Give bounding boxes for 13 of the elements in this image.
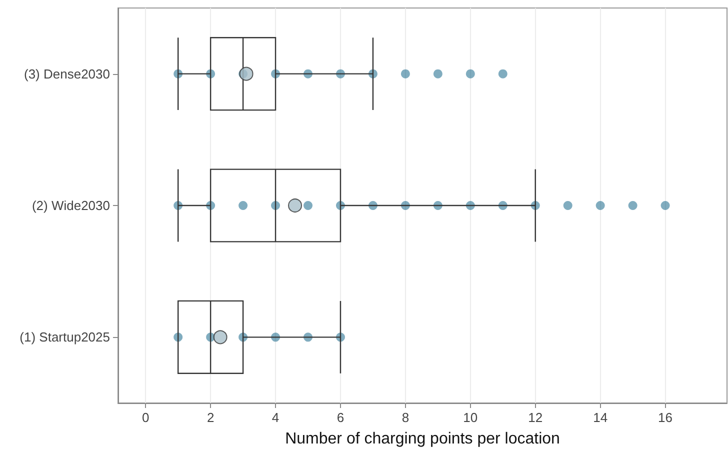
x-tick-label: 12: [528, 410, 543, 425]
x-tick-label: 4: [272, 410, 280, 425]
x-axis-title: Number of charging points per location: [285, 430, 560, 448]
x-tick-label: 2: [206, 410, 214, 425]
y-tick-label: (1) Startup2025: [20, 330, 110, 345]
y-tick-label: (3) Dense2030: [24, 66, 110, 82]
x-tick-label: 10: [463, 410, 478, 425]
x-tick-label: 0: [142, 410, 150, 425]
x-tick-label: 16: [658, 410, 673, 425]
x-tick-label: 6: [336, 410, 344, 425]
x-tick-label: 8: [402, 410, 410, 425]
x-tick-label: 14: [593, 410, 608, 425]
y-tick-label: (2) Wide2030: [32, 198, 110, 213]
